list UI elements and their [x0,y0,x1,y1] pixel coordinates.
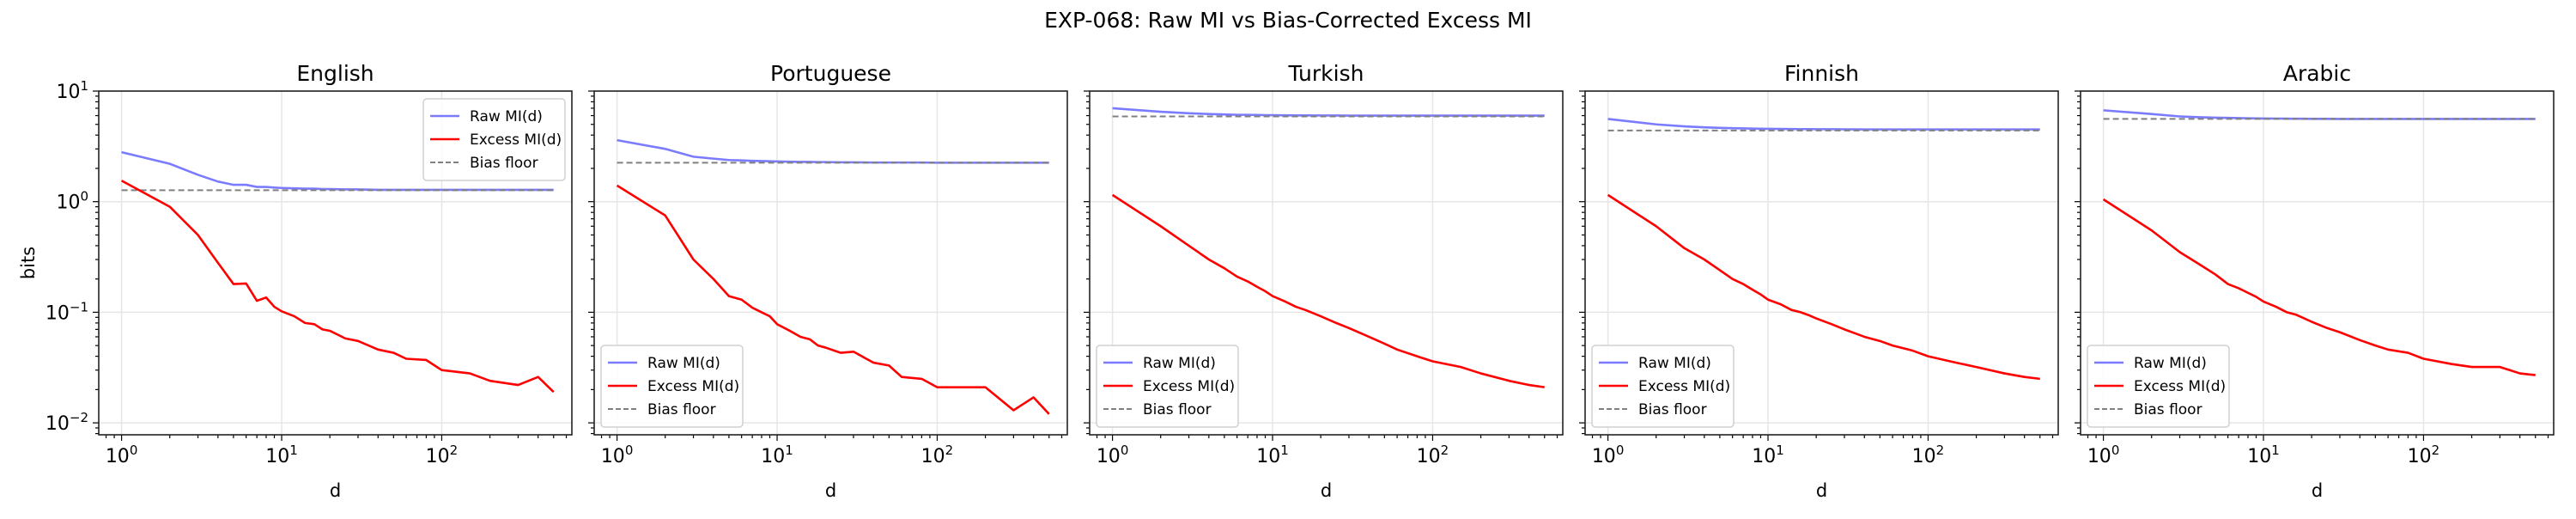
x-axis-label: d [1321,480,1332,501]
series-excess-mi [1111,193,1545,388]
x-tick-label: 102 [426,443,459,467]
x-tick-label: 100 [601,443,634,467]
legend-label: Bias floor [2134,401,2202,418]
legend: Raw MI(d) Excess MI(d) Bias floor [600,345,744,428]
legend-label: Bias floor [470,155,538,172]
legend-label: Excess MI(d) [470,131,562,149]
legend: Raw MI(d) Excess MI(d) Bias floor [2087,345,2230,428]
legend-box [2087,345,2230,428]
legend-label: Bias floor [1638,401,1707,418]
legend-label: Raw MI(d) [2134,355,2207,372]
x-tick-label: 101 [1256,443,1289,467]
legend: Raw MI(d) Excess MI(d) Bias floor [422,98,566,181]
series-excess-mi [120,180,555,394]
legend-label: Bias floor [647,401,716,418]
legend: Raw MI(d) Excess MI(d) Bias floor [1591,345,1735,428]
subplot-title: Portuguese [770,61,891,86]
x-axis-label: d [2312,480,2323,501]
subplot-english: 100 101 102 10−2 10−1 100 101 English d bits Raw M… [18,61,573,501]
legend-box [1096,345,1239,428]
x-tick-label: 102 [921,443,954,467]
x-tick-label: 102 [1912,443,1945,467]
x-tick-label: 100 [2087,443,2120,467]
y-tick-label: 10−1 [46,299,88,324]
x-tick-label: 100 [106,443,138,467]
x-axis-label: d [1816,480,1827,501]
subplot-turkish: 100 101 102 Turkish d Raw MI(d) Excess MI(d) Bi… [1084,61,1564,501]
x-tick-label: 101 [761,443,793,467]
legend-box [1591,345,1735,428]
legend-label: Excess MI(d) [647,378,739,395]
y-tick-label: 100 [56,189,88,214]
x-axis-label: d [330,480,341,501]
subplot-portuguese: 100 101 102 Portuguese d Raw MI(d) Excess MI(d… [588,61,1068,501]
subplot-title: English [296,61,374,86]
series-raw-mi [1607,118,2040,131]
axes-frame [1584,90,2059,436]
y-tick-label: 101 [56,78,88,103]
legend-label: Raw MI(d) [470,108,543,125]
subplot-title: Arabic [2283,61,2351,86]
legend-label: Raw MI(d) [647,355,720,372]
x-axis-label: d [825,480,836,501]
x-tick-label: 100 [1097,443,1129,467]
legend-label: Raw MI(d) [1638,355,1711,372]
axes-frame [98,90,573,436]
figure-title: EXP-068: Raw MI vs Bias-Corrected Excess… [1044,8,1532,33]
series-excess-mi [616,184,1050,415]
x-tick-label: 101 [265,443,298,467]
axes-frame [2080,90,2555,436]
series-excess-mi [1607,193,2040,381]
series-raw-mi [1112,107,1545,117]
x-tick-label: 100 [1592,443,1625,467]
axes-frame [593,90,1068,436]
subplot-arabic: 100 101 102 Arabic d Raw MI(d) Excess MI(d) Bia… [2075,61,2555,501]
subplot-title: Finnish [1784,61,1859,86]
series-excess-mi [2102,198,2536,376]
series-raw-mi [617,138,1049,164]
x-tick-label: 101 [1752,443,1784,467]
legend-label: Excess MI(d) [1638,378,1730,395]
legend-box [600,345,744,428]
x-tick-label: 102 [2408,443,2440,467]
subplot-finnish: 100 101 102 Finnish d Raw MI(d) Excess MI(d) Bi… [1579,61,2059,501]
legend-label: Excess MI(d) [2134,378,2226,395]
y-tick-label: 10−2 [46,410,88,435]
legend-box [422,98,566,181]
axes-frame [1089,90,1564,436]
x-tick-label: 102 [1417,443,1449,467]
series-raw-mi [2103,109,2536,120]
subplot-title: Turkish [1288,61,1364,86]
x-tick-label: 101 [2247,443,2280,467]
legend-label: Raw MI(d) [1143,355,1216,372]
y-axis-label: bits [18,247,39,279]
series-raw-mi [121,150,554,192]
legend-label: Bias floor [1143,401,1212,418]
legend: Raw MI(d) Excess MI(d) Bias floor [1096,345,1239,428]
legend-label: Excess MI(d) [1143,378,1235,395]
